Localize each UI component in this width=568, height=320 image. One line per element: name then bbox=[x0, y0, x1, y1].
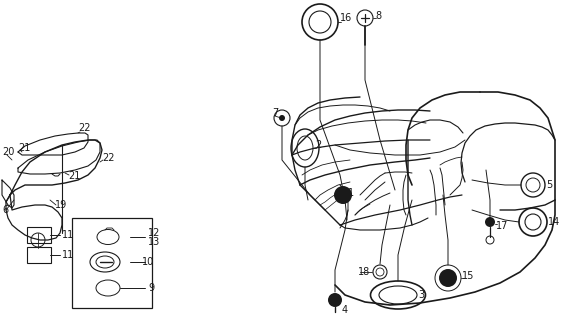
Text: 18: 18 bbox=[358, 267, 370, 277]
Circle shape bbox=[334, 186, 352, 204]
Text: 14: 14 bbox=[548, 217, 560, 227]
Text: 19: 19 bbox=[55, 200, 67, 210]
Text: 9: 9 bbox=[148, 283, 154, 293]
Text: 17: 17 bbox=[496, 221, 508, 231]
Text: 5: 5 bbox=[546, 180, 552, 190]
Text: 10: 10 bbox=[142, 257, 154, 267]
Text: 20: 20 bbox=[2, 147, 14, 157]
Text: 11: 11 bbox=[62, 230, 74, 240]
Text: 21: 21 bbox=[68, 171, 81, 181]
Text: 22: 22 bbox=[78, 123, 90, 133]
Circle shape bbox=[279, 115, 285, 121]
Text: 11: 11 bbox=[62, 250, 74, 260]
Text: 7: 7 bbox=[272, 108, 278, 118]
Text: 3: 3 bbox=[418, 290, 424, 300]
Circle shape bbox=[485, 217, 495, 227]
Circle shape bbox=[328, 293, 342, 307]
Text: 21: 21 bbox=[18, 143, 30, 153]
Text: 2: 2 bbox=[315, 140, 321, 150]
Text: 16: 16 bbox=[340, 13, 352, 23]
Text: 22: 22 bbox=[102, 153, 115, 163]
Circle shape bbox=[439, 269, 457, 287]
Text: 6: 6 bbox=[2, 205, 8, 215]
Text: 15: 15 bbox=[462, 271, 474, 281]
Text: 1: 1 bbox=[348, 188, 354, 198]
Text: 4: 4 bbox=[342, 305, 348, 315]
Text: 12: 12 bbox=[148, 228, 160, 238]
Text: 13: 13 bbox=[148, 237, 160, 247]
Text: 8: 8 bbox=[375, 11, 381, 21]
